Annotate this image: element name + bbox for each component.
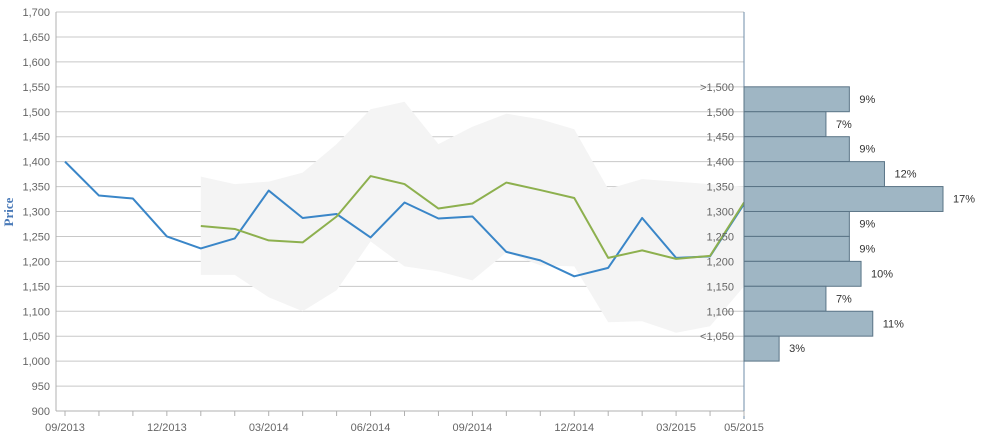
y-tick-label: 1,350 [22,182,50,194]
histogram-bin-label: 1,200 [706,256,734,268]
histogram-bar [743,235,850,262]
histogram-percent-label: 9% [859,94,875,106]
histogram-percent-label: 9% [859,243,875,255]
histogram-bar [743,285,827,312]
y-tick-label: 1,500 [22,107,50,119]
x-tick-label: 05/2015 [724,422,764,434]
histogram-bin-label: 1,400 [706,157,734,169]
histogram-bin-label: <1,050 [700,331,734,343]
histogram-bar [743,136,850,163]
x-tick-label: 09/2013 [45,422,85,434]
x-tick-label: 03/2014 [249,422,289,434]
x-tick-label: 09/2014 [453,422,493,434]
histogram-percent-label: 11% [883,318,904,330]
histogram-bin-label: 1,450 [706,132,734,144]
histogram-bin-label: 1,350 [706,182,734,194]
histogram-bar [743,186,944,212]
histogram-bar [743,310,874,337]
histogram-bar [743,161,885,188]
y-tick-label: 1,100 [22,306,50,318]
histogram-bin-label: 1,150 [706,281,734,293]
y-tick-label: 1,700 [22,7,50,19]
histogram-bar [743,335,780,362]
x-tick-label: 12/2013 [147,422,187,434]
y-axis-title: Price [1,197,16,226]
y-tick-label: 1,400 [22,157,50,169]
histogram-percent-label: 3% [789,343,805,355]
histogram-bar [743,211,850,237]
histogram-percent-label: 12% [894,169,916,181]
x-tick-label: 03/2015 [656,422,696,434]
x-tick-label: 06/2014 [351,422,391,434]
series-line-green [200,175,745,260]
y-tick-label: 1,550 [22,82,50,94]
histogram-percent-label: 17% [953,194,975,206]
y-tick-label: 1,450 [22,132,50,144]
histogram-bin-label: 1,500 [706,107,734,119]
y-tick-label: 1,600 [22,57,50,69]
y-tick-label: 900 [32,406,50,418]
histogram-bin-label: 1,300 [706,207,734,219]
y-tick-label: 1,000 [22,356,50,368]
series-line-blue [64,160,745,278]
histogram-bin-label: 1,250 [706,231,734,243]
histogram-percent-label: 10% [871,268,893,280]
histogram-bar [743,86,850,113]
y-tick-label: 1,200 [22,256,50,268]
histogram-bar [743,111,827,138]
y-tick-label: 1,250 [22,231,50,243]
histogram-percent-label: 7% [836,119,852,131]
histogram-percent-label: 7% [836,293,852,305]
histogram-bin-label: 1,100 [706,306,734,318]
histogram-bin-label: >1,500 [700,82,734,94]
histogram-bar [743,260,862,287]
y-tick-label: 1,650 [22,32,50,44]
y-tick-label: 1,300 [22,207,50,219]
histogram-percent-label: 9% [859,144,875,156]
y-tick-label: 1,150 [22,281,50,293]
x-tick-label: 12/2014 [554,422,594,434]
y-tick-label: 950 [32,381,50,393]
histogram-percent-label: 9% [859,219,875,231]
y-tick-label: 1,050 [22,331,50,343]
